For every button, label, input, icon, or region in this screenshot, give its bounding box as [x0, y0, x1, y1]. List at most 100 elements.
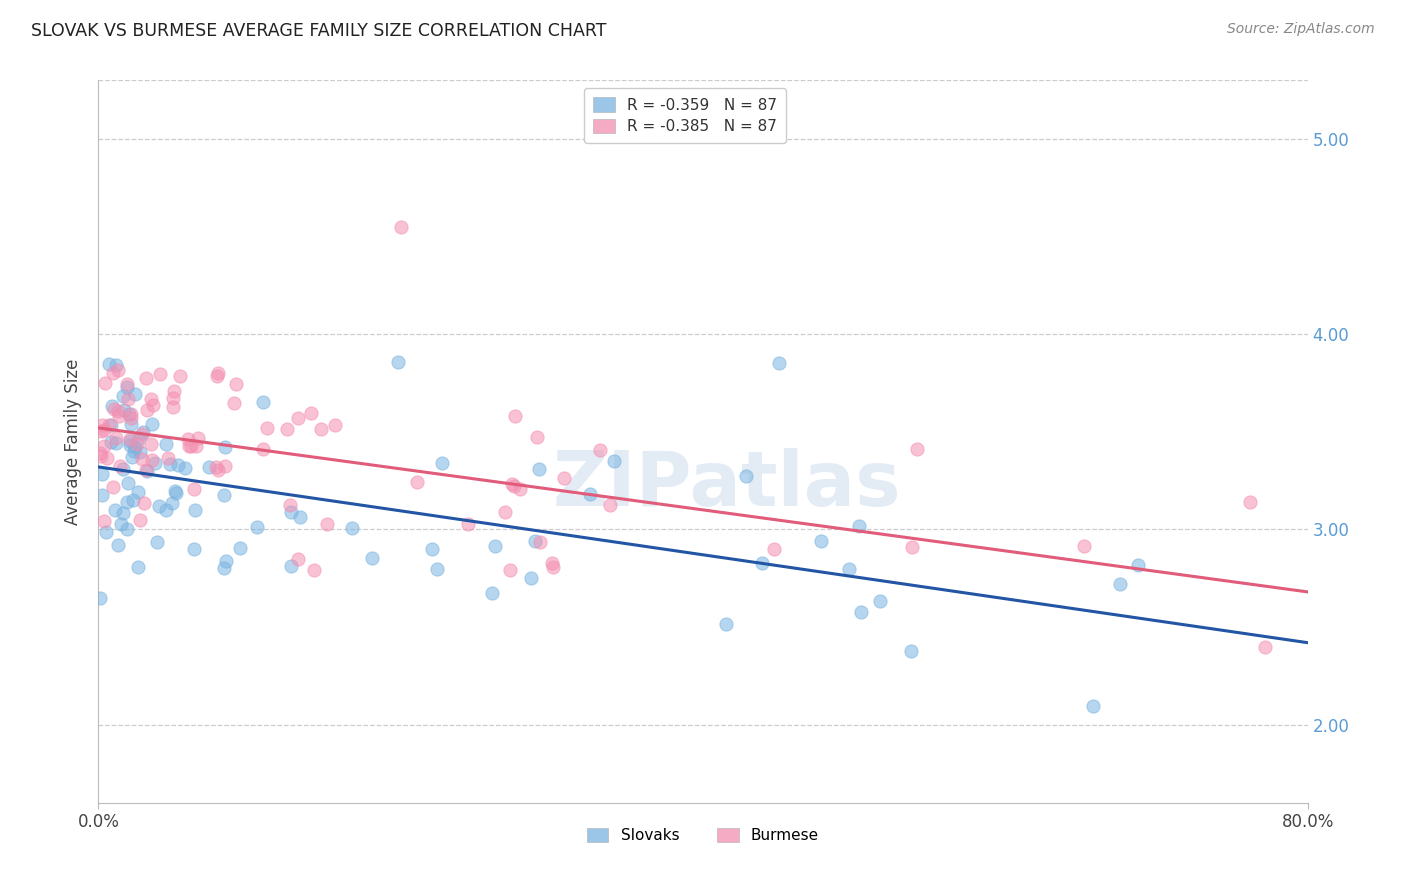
- Point: [505, 409, 527, 424]
- Text: ZIPatlas: ZIPatlas: [553, 448, 901, 522]
- Point: [159, 457, 181, 471]
- Point: [117, 475, 139, 490]
- Point: [290, 509, 312, 524]
- Point: [136, 464, 159, 478]
- Point: [167, 458, 190, 472]
- Point: [579, 486, 602, 500]
- Point: [205, 369, 228, 384]
- Point: [112, 402, 135, 417]
- Point: [120, 411, 142, 425]
- Point: [128, 431, 150, 445]
- Point: [198, 459, 221, 474]
- Point: [107, 537, 129, 551]
- Point: [98, 417, 121, 432]
- Point: [177, 432, 200, 446]
- Point: [163, 384, 186, 398]
- Point: [299, 405, 322, 419]
- Point: [287, 410, 309, 425]
- Point: [527, 462, 550, 476]
- Point: [553, 471, 575, 485]
- Legend: Slovaks, Burmese: Slovaks, Burmese: [581, 822, 825, 849]
- Point: [162, 400, 184, 414]
- Point: [90, 418, 112, 433]
- Point: [103, 401, 125, 416]
- Point: [187, 431, 209, 445]
- Point: [128, 513, 150, 527]
- Point: [163, 483, 186, 498]
- Point: [1254, 640, 1277, 654]
- Point: [155, 503, 177, 517]
- Point: [93, 423, 115, 437]
- Point: [148, 367, 170, 381]
- Point: [735, 469, 758, 483]
- Point: [162, 391, 184, 405]
- Point: [323, 417, 346, 432]
- Point: [142, 398, 165, 412]
- Point: [1073, 539, 1095, 553]
- Point: [900, 644, 922, 658]
- Point: [361, 550, 384, 565]
- Point: [146, 535, 169, 549]
- Point: [141, 417, 163, 431]
- Point: [212, 560, 235, 574]
- Point: [186, 438, 208, 452]
- Point: [225, 376, 247, 391]
- Point: [125, 437, 148, 451]
- Point: [183, 542, 205, 557]
- Point: [141, 453, 163, 467]
- Point: [120, 407, 142, 421]
- Point: [751, 556, 773, 570]
- Point: [135, 463, 157, 477]
- Point: [104, 436, 127, 450]
- Point: [503, 479, 526, 493]
- Point: [100, 435, 122, 450]
- Point: [207, 366, 229, 380]
- Point: [205, 459, 228, 474]
- Point: [900, 540, 922, 554]
- Point: [207, 463, 229, 477]
- Point: [120, 417, 142, 432]
- Point: [173, 461, 195, 475]
- Point: [406, 475, 429, 489]
- Point: [838, 562, 860, 576]
- Point: [849, 606, 872, 620]
- Point: [105, 432, 128, 446]
- Point: [139, 392, 162, 406]
- Point: [1239, 495, 1261, 509]
- Point: [135, 371, 157, 385]
- Point: [180, 439, 202, 453]
- Point: [165, 485, 187, 500]
- Point: [93, 515, 115, 529]
- Point: [90, 424, 112, 438]
- Text: SLOVAK VS BURMESE AVERAGE FAMILY SIZE CORRELATION CHART: SLOVAK VS BURMESE AVERAGE FAMILY SIZE CO…: [31, 22, 606, 40]
- Point: [494, 505, 516, 519]
- Point: [509, 482, 531, 496]
- Point: [302, 563, 325, 577]
- Point: [848, 518, 870, 533]
- Point: [280, 506, 302, 520]
- Point: [252, 394, 274, 409]
- Point: [280, 498, 302, 512]
- Point: [481, 586, 503, 600]
- Point: [342, 521, 364, 535]
- Point: [108, 409, 131, 423]
- Point: [91, 467, 114, 481]
- Point: [139, 437, 162, 451]
- Point: [499, 563, 522, 577]
- Point: [768, 356, 790, 370]
- Point: [129, 445, 152, 459]
- Point: [112, 461, 135, 475]
- Point: [430, 456, 453, 470]
- Point: [131, 427, 153, 442]
- Point: [111, 389, 134, 403]
- Point: [132, 425, 155, 439]
- Point: [526, 430, 548, 444]
- Point: [714, 617, 737, 632]
- Point: [108, 459, 131, 474]
- Point: [124, 386, 146, 401]
- Point: [107, 363, 129, 377]
- Point: [110, 516, 132, 531]
- Point: [148, 499, 170, 513]
- Point: [89, 591, 111, 605]
- Point: [101, 399, 124, 413]
